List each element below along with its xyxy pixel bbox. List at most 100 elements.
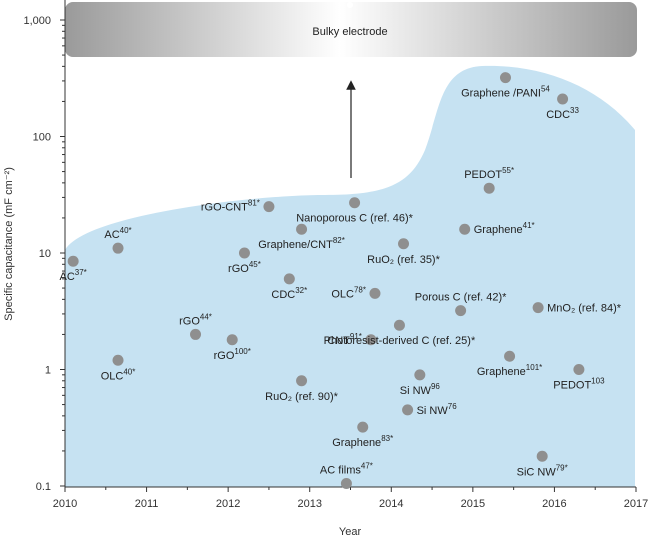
data-point: Graphene101* <box>477 350 542 378</box>
data-point-marker <box>238 247 250 259</box>
data-point-label: PEDOT55* <box>464 166 514 181</box>
data-point-label-main: CNT <box>327 335 350 347</box>
data-point: Nanoporous C (ref. 46)* <box>296 197 414 225</box>
data-point-label-ref: 33 <box>570 106 579 115</box>
data-point-marker <box>112 242 124 254</box>
data-point-label-main: rGO <box>214 350 235 362</box>
data-point-label-main: Graphene /PANI <box>461 88 541 100</box>
data-point-marker <box>499 72 511 84</box>
data-point-label-main: Graphene/CNT <box>258 239 333 251</box>
data-point: RuO₂ (ref. 90)* <box>265 375 339 403</box>
data-point-label-main: Photoresist-derived C (ref. 25)* <box>324 335 476 347</box>
data-point: Graphene/CNT82* <box>258 223 345 251</box>
data-point-label-main: Graphene <box>477 366 526 378</box>
y-axis-title: Specific capacitance (mF cm⁻²) <box>3 167 15 321</box>
data-point-label-ref: 76 <box>448 402 457 411</box>
data-point-marker <box>455 305 467 317</box>
data-point-marker <box>67 255 79 267</box>
data-point: Si NW76 <box>402 402 457 417</box>
data-point-label-ref: 47* <box>361 462 373 471</box>
data-point-label-ref: 103 <box>591 377 605 386</box>
data-point-label: Si NW96 <box>400 382 441 397</box>
data-point-marker <box>573 364 585 375</box>
data-point-label-ref: 44* <box>200 312 212 321</box>
data-point-label: Graphene101* <box>477 363 542 378</box>
data-point-label: CDC32* <box>271 286 307 301</box>
banner-label: Bulky electrode <box>312 26 387 38</box>
data-point-label: CDC33 <box>546 106 579 121</box>
data-point: rGO45* <box>228 247 261 275</box>
data-point-label-ref: 54 <box>541 85 550 94</box>
y-ticks: 0.1 1 10 100 1,000 <box>23 15 65 493</box>
data-point-marker <box>357 421 369 433</box>
data-point-marker <box>414 369 426 381</box>
data-point-label-main: Si NW <box>400 385 432 397</box>
bulky-electrode-banner: Bulky electrode <box>65 2 637 57</box>
data-point: Si NW96 <box>400 369 441 397</box>
data-point-marker <box>536 450 548 462</box>
data-point-label-main: rGO <box>179 315 200 327</box>
data-point-label-ref: 37* <box>75 268 87 277</box>
x-tick-label: 2017 <box>624 498 648 510</box>
data-point-label: SiC NW79* <box>517 463 568 478</box>
data-point-label-ref: 101* <box>526 363 542 372</box>
data-point: Graphene41* <box>459 221 535 236</box>
data-point-label-main: CDC <box>271 289 295 301</box>
data-point-marker <box>402 404 414 416</box>
data-point-label-ref: 91* <box>350 332 362 341</box>
data-point-marker <box>112 354 124 366</box>
data-point-label: Si NW76 <box>417 402 458 417</box>
data-point: rGO44* <box>179 312 212 340</box>
data-point-label: Graphene/CNT82* <box>258 236 345 251</box>
x-tick-label: 2014 <box>379 498 403 510</box>
data-point-marker <box>369 287 381 299</box>
data-point-label: Nanoporous C (ref. 46)* <box>296 213 413 225</box>
data-point-label: Porous C (ref. 42)* <box>415 292 507 304</box>
data-point-label: RuO₂ (ref. 35)* <box>367 254 440 266</box>
data-point: Porous C (ref. 42)* <box>415 292 507 317</box>
data-point-marker <box>504 350 516 362</box>
data-point-label-main: Porous C (ref. 42)* <box>415 292 507 304</box>
data-point-label-main: Si NW <box>417 405 449 417</box>
data-point: OLC40* <box>101 354 136 382</box>
data-point-marker <box>340 478 352 490</box>
data-point-label-main: CDC <box>546 109 570 121</box>
data-point-marker <box>296 223 308 235</box>
data-point-label-ref: 78* <box>354 285 366 294</box>
data-point: PEDOT55* <box>464 166 514 194</box>
data-point: rGO-CNT81* <box>201 199 275 214</box>
data-point-label-ref: 40* <box>123 367 135 376</box>
y-tick-label: 1 <box>45 365 51 377</box>
data-point-label: Graphene /PANI54 <box>461 85 550 100</box>
data-point: CDC33 <box>546 93 580 121</box>
data-point-marker <box>365 334 377 346</box>
data-point-label: OLC40* <box>101 367 136 382</box>
data-point-label: rGO45* <box>228 260 261 275</box>
data-point-label-main: RuO₂ (ref. 90)* <box>265 391 338 403</box>
data-point-label-main: AC <box>104 229 119 241</box>
data-point-label-ref: 40* <box>120 226 132 235</box>
data-point: Graphene /PANI54 <box>461 72 550 100</box>
data-point: AC films47* <box>320 462 373 490</box>
data-point-label-main: PEDOT <box>553 380 591 392</box>
data-points: AC37*AC40*OLC40*rGO44*rGO100*rGO45*rGO-C… <box>60 72 622 490</box>
data-point: CDC32* <box>271 273 307 301</box>
data-point-label-main: Nanoporous C (ref. 46)* <box>296 213 413 225</box>
data-point-label-main: rGO-CNT <box>201 202 248 214</box>
data-point-label-main: AC films <box>320 465 361 477</box>
data-point-marker <box>393 319 405 331</box>
data-point-marker <box>483 182 495 194</box>
y-tick-label: 1,000 <box>23 15 51 27</box>
data-point-marker <box>283 273 295 285</box>
y-tick-label: 10 <box>39 248 51 260</box>
data-point-label: rGO44* <box>179 312 212 327</box>
data-point-label: Photoresist-derived C (ref. 25)* <box>324 335 476 347</box>
data-point-label-main: SiC NW <box>517 466 557 478</box>
data-point-marker <box>349 197 361 209</box>
data-point-label-ref: 79* <box>556 463 568 472</box>
data-point-label: AC37* <box>60 268 87 283</box>
data-point-label: MnO₂ (ref. 84)* <box>547 303 622 315</box>
data-point-label: PEDOT103 <box>553 377 605 392</box>
data-point: RuO₂ (ref. 35)* <box>367 238 441 266</box>
data-point: rGO100* <box>214 334 251 362</box>
